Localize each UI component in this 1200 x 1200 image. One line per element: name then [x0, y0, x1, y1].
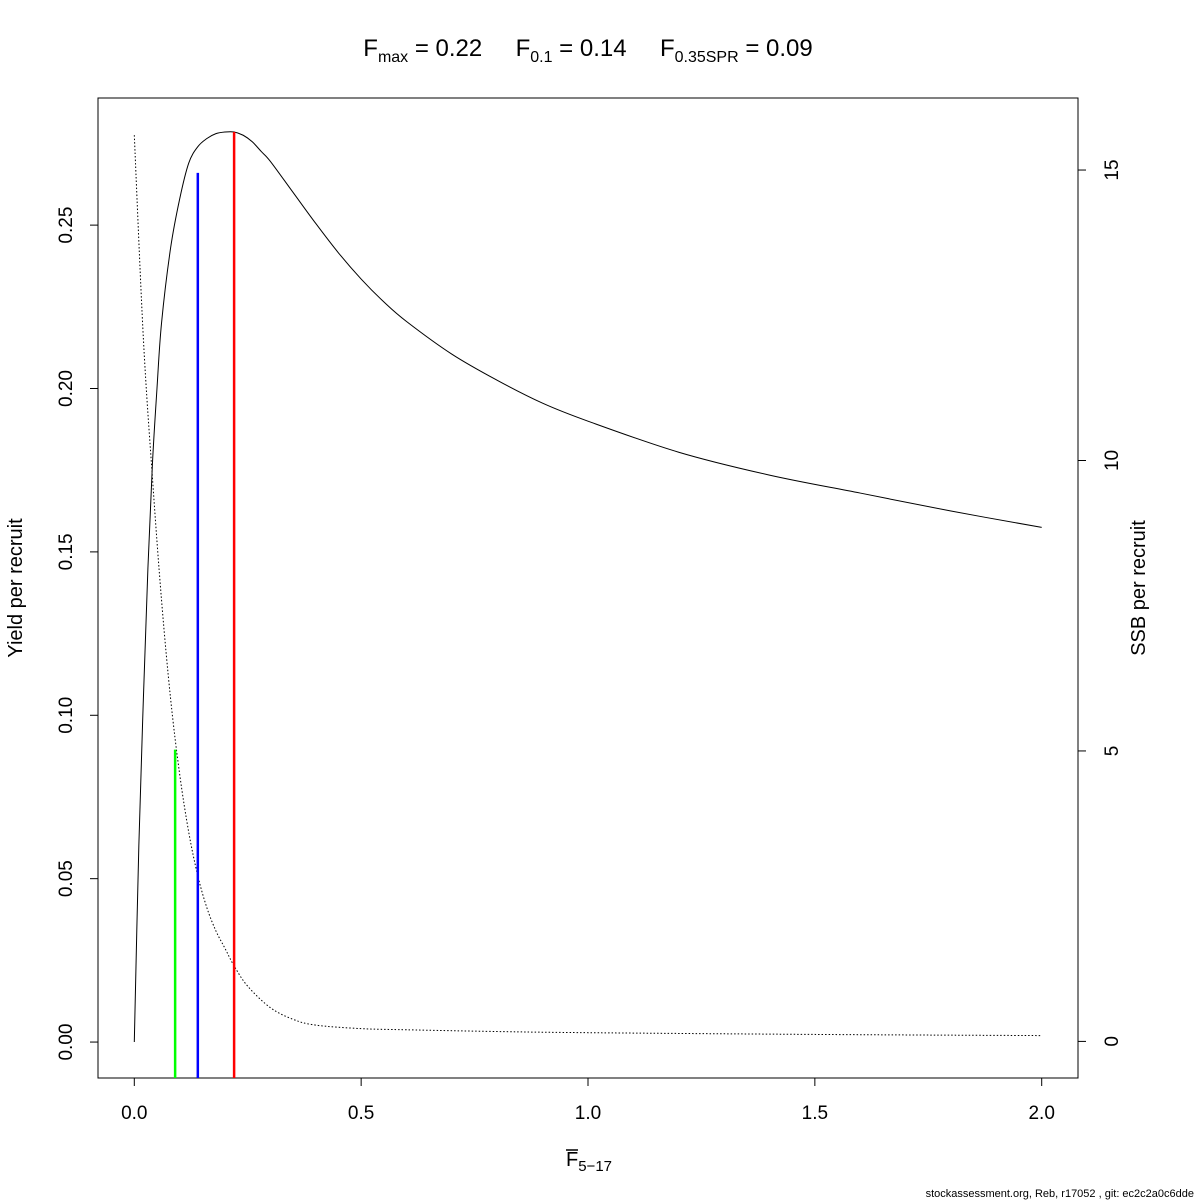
- x-axis-label: F5−17: [566, 1149, 612, 1175]
- title-f01-base: F: [516, 35, 531, 62]
- x-axis: 0.0 0.5 1.0 1.5 2.0: [121, 1077, 1055, 1124]
- y-right-tick-label: 15: [1102, 159, 1123, 180]
- y-left-tick-label: 0.05: [56, 860, 77, 897]
- plot-frame: [97, 97, 1079, 1079]
- y-axis-left: 0.00 0.05 0.10 0.15 0.20 0.25: [56, 207, 99, 1061]
- title-fmax-value: 0.22: [436, 35, 483, 62]
- title-fmax-sub: max: [378, 49, 408, 66]
- title-f035-value: 0.09: [766, 35, 813, 62]
- title-fmax-base: F: [363, 35, 378, 62]
- yield-per-recruit-line: [133, 131, 1042, 1043]
- title-f035-base: F: [660, 35, 675, 62]
- y-left-tick-label: 0.20: [56, 370, 77, 407]
- y-right-tick-label: 10: [1102, 450, 1123, 471]
- ssb-per-recruit-line: [133, 135, 1042, 1037]
- series-layer: [133, 131, 1042, 1043]
- reference-lines: [173, 131, 236, 1078]
- x-tick-label: 1.0: [575, 1103, 601, 1124]
- x-tick-label: 2.0: [1028, 1103, 1054, 1124]
- footer-text: stockassessment.org, Reb, r17052 , git: …: [926, 1188, 1194, 1200]
- x-axis-label-base: F: [566, 1149, 578, 1171]
- x-tick-label: 0.0: [121, 1103, 147, 1124]
- x-axis-label-sub: 5−17: [578, 1158, 612, 1175]
- y-right-tick-label: 0: [1102, 1036, 1123, 1047]
- x-tick-label: 1.5: [802, 1103, 828, 1124]
- y-axis-right: 0 5 10 15: [1077, 159, 1123, 1047]
- y-left-tick-label: 0.10: [56, 697, 77, 734]
- y-axis-right-label: SSB per recruit: [1128, 520, 1150, 656]
- title-f01-sub: 0.1: [530, 49, 552, 66]
- y-right-tick-label: 5: [1102, 746, 1123, 757]
- y-left-tick-label: 0.00: [56, 1024, 77, 1061]
- x-tick-label: 0.5: [348, 1103, 374, 1124]
- y-left-tick-label: 0.25: [56, 207, 77, 244]
- y-axis-left-label: Yield per recruit: [5, 518, 27, 658]
- svg-text:F5−17: F5−17: [566, 1149, 612, 1175]
- title-f035-sub: 0.35SPR: [675, 49, 739, 66]
- chart-title: Fmax = 0.22 F0.1 = 0.14 F0.35SPR = 0.09: [363, 35, 812, 66]
- title-f01-value: 0.14: [580, 35, 627, 62]
- y-left-tick-label: 0.15: [56, 533, 77, 570]
